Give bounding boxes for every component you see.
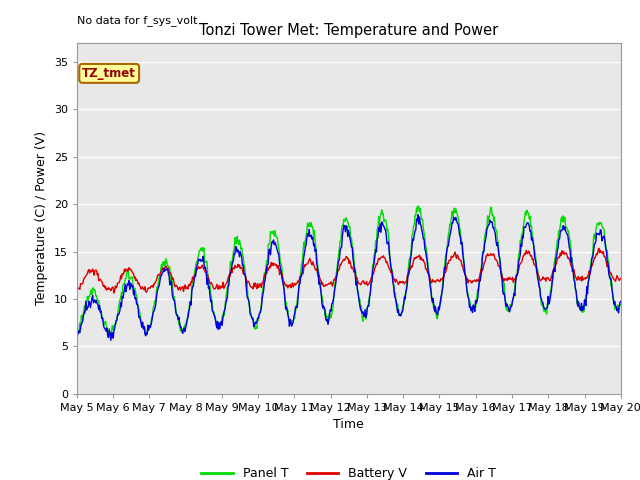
Panel T [417,205,424,211]
Air T [416,214,424,220]
Air T [617,299,625,304]
Panel T [195,253,202,259]
X-axis label: Time: Time [333,418,364,431]
Panel T [617,301,625,307]
Panel T [433,312,440,317]
Battery V [73,283,81,289]
Battery V [431,279,439,285]
Battery V [595,245,603,251]
Title: Tonzi Tower Met: Temperature and Power: Tonzi Tower Met: Temperature and Power [199,23,499,38]
Air T [139,319,147,325]
Line: Air T: Air T [77,215,621,341]
Panel T [414,203,422,209]
Line: Panel T: Panel T [77,206,621,335]
Battery V [83,272,90,278]
Line: Battery V: Battery V [77,248,621,293]
Panel T [73,325,81,331]
Battery V [110,290,118,296]
Panel T [223,284,231,290]
Panel T [140,324,147,330]
Air T [73,338,81,344]
Panel T [83,300,90,306]
Air T [431,304,439,310]
Battery V [195,264,202,269]
Air T [414,212,422,217]
Battery V [617,276,625,281]
Text: TZ_tmet: TZ_tmet [83,67,136,80]
Air T [223,297,230,303]
Air T [194,261,202,266]
Text: No data for f_sys_volt: No data for f_sys_volt [77,15,197,26]
Panel T [107,332,115,338]
Battery V [223,279,231,285]
Air T [83,307,90,313]
Legend: Panel T, Battery V, Air T: Panel T, Battery V, Air T [196,462,501,480]
Battery V [140,287,147,292]
Battery V [416,252,424,258]
Y-axis label: Temperature (C) / Power (V): Temperature (C) / Power (V) [35,132,48,305]
